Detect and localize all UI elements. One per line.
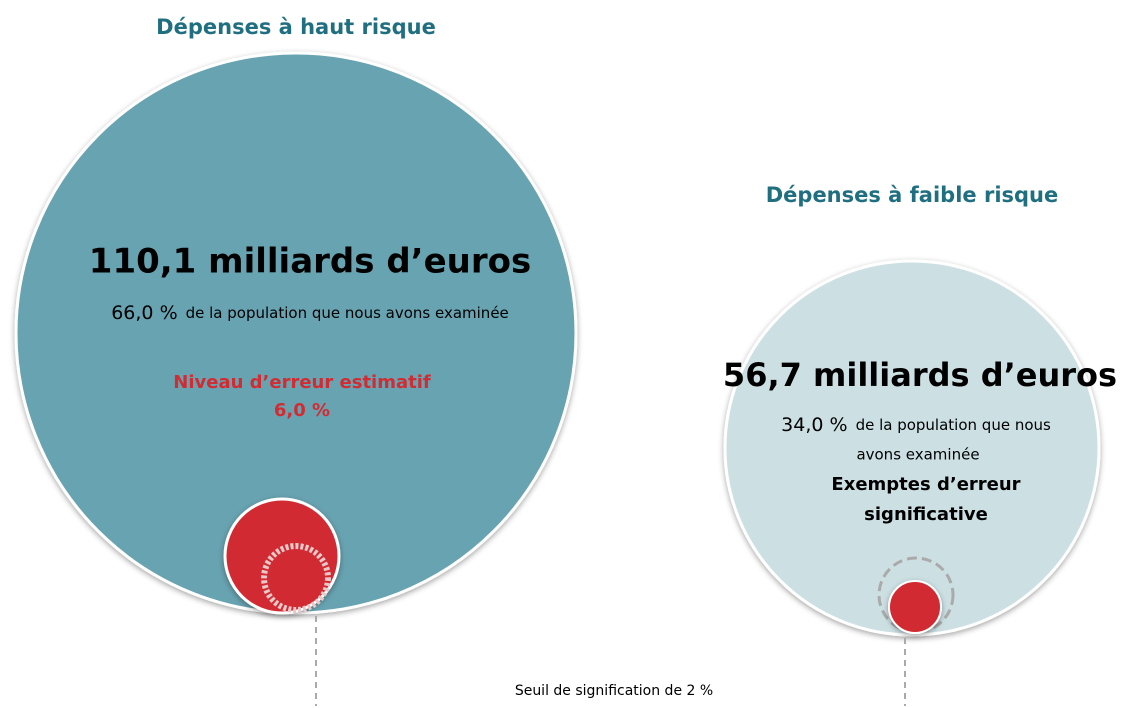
- high-risk-title: Dépenses à haut risque: [156, 15, 436, 39]
- low-risk-note: significative: [864, 504, 988, 525]
- low-risk-amount: 56,7 milliards d’euros: [723, 356, 1117, 394]
- low-risk-share: 34,0 %: [781, 414, 847, 436]
- error-value: 6,0 %: [274, 400, 330, 421]
- low-risk-title: Dépenses à faible risque: [766, 183, 1059, 207]
- high-risk-amount: 110,1 milliards d’euros: [89, 242, 531, 282]
- threshold-circle: [877, 556, 955, 634]
- low-risk-share-line: 34,0 % de la population que nous: [781, 414, 1051, 436]
- low-risk-circle: [723, 259, 1101, 637]
- low-risk-share-text: de la population que nous: [856, 416, 1051, 434]
- error-circle: [888, 580, 942, 634]
- threshold-circle: [261, 543, 331, 613]
- error-circle: [223, 497, 341, 615]
- high-risk-share: 66,0 %: [111, 302, 177, 324]
- threshold-label: Seuil de signification de 2 %: [515, 683, 713, 699]
- high-risk-share-text: de la population que nous avons examinée: [186, 304, 509, 322]
- high-risk-share-line: 66,0 % de la population que nous avons ex…: [111, 302, 509, 324]
- low-risk-share-text: avons examinée: [856, 446, 979, 464]
- high-risk-circle: [14, 51, 578, 615]
- low-risk-note: Exemptes d’erreur: [831, 474, 1020, 495]
- error-label: Niveau d’erreur estimatif: [173, 372, 431, 393]
